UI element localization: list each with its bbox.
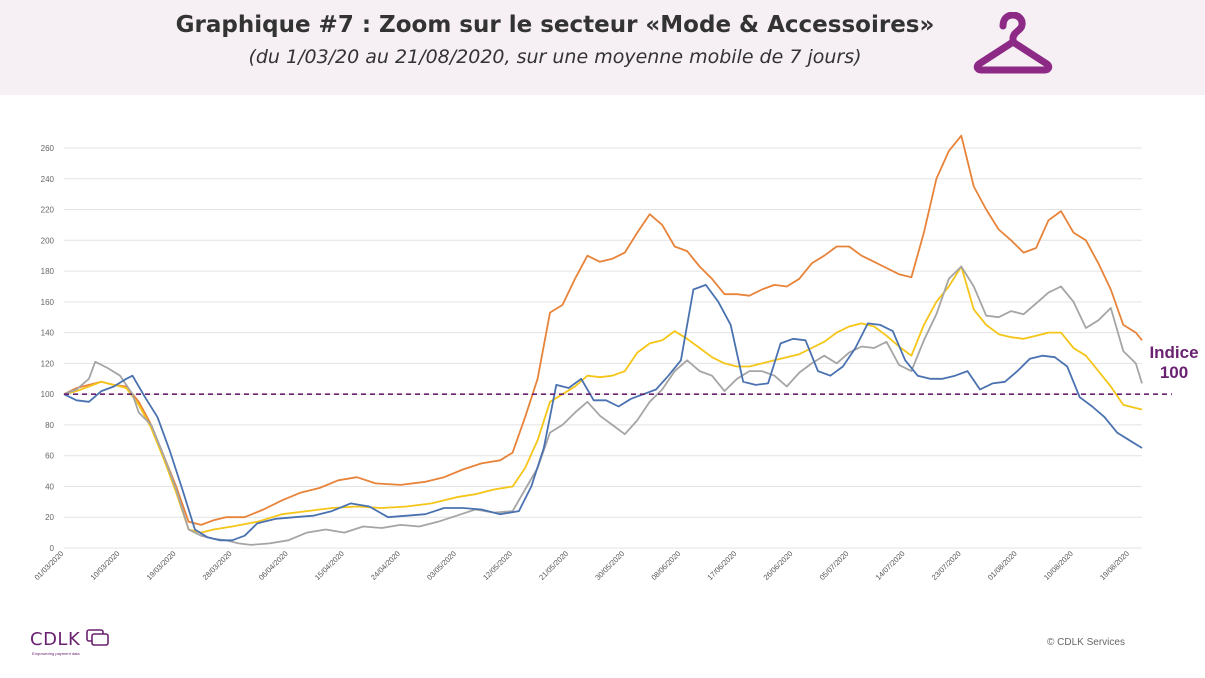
series-line-4 xyxy=(63,283,1143,542)
clothes-hanger-icon xyxy=(973,12,1053,74)
y-tick-label: 180 xyxy=(41,267,55,276)
x-tick-label: 10/08/2020 xyxy=(1042,549,1075,582)
x-tick-label: 24/04/2020 xyxy=(369,549,402,582)
card-logo-icon xyxy=(85,629,109,646)
y-tick-label: 140 xyxy=(41,329,55,338)
x-tick-label: 05/07/2020 xyxy=(818,549,851,582)
logo-tagline: Empowering payment data xyxy=(32,651,80,656)
line-chart: 0 20 40 60 80 100 120 140 160 180 200 220 240 260 01/… xyxy=(33,134,1172,582)
header-banner: Graphique #7 : Zoom sur le secteur «Mode… xyxy=(0,0,1205,95)
reference-annotation-value: 100 xyxy=(1159,363,1189,382)
cdlk-logo: CDLK Empowering payment data xyxy=(30,629,110,656)
page-subtitle: (du 1/03/20 au 21/08/2020, sur une moyen… xyxy=(248,46,862,68)
x-tick-label: 19/08/2020 xyxy=(1098,549,1131,582)
x-tick-label: 23/07/2020 xyxy=(930,549,963,582)
chart-series xyxy=(63,134,1143,546)
series-line-3 xyxy=(63,265,1143,546)
y-tick-label: 240 xyxy=(41,175,55,184)
x-tick-label: 26/06/2020 xyxy=(762,549,795,582)
y-tick-label: 20 xyxy=(45,513,54,522)
page-title: Graphique #7 : Zoom sur le secteur «Mode… xyxy=(175,12,935,38)
copyright-text: © CDLK Services xyxy=(1047,637,1125,648)
chart-gridlines xyxy=(64,147,1142,549)
x-tick-label: 28/03/2020 xyxy=(201,549,234,582)
x-tick-label: 03/05/2020 xyxy=(425,549,458,582)
x-tick-label: 10/03/2020 xyxy=(89,549,122,582)
series-line-1 xyxy=(63,134,1143,526)
x-tick-label: 14/07/2020 xyxy=(874,549,907,582)
x-axis: 01/03/2020 10/03/2020 19/03/2020 28/03/2020… xyxy=(33,549,1131,582)
x-tick-label: 19/03/2020 xyxy=(145,549,178,582)
x-tick-label: 15/04/2020 xyxy=(313,549,346,582)
y-tick-label: 160 xyxy=(41,298,55,307)
x-tick-label: 17/06/2020 xyxy=(705,549,738,582)
y-tick-label: 200 xyxy=(41,236,55,245)
y-axis: 0 20 40 60 80 100 120 140 160 180 200 220 240 260 xyxy=(41,144,55,553)
x-tick-label: 30/05/2020 xyxy=(593,549,626,582)
x-tick-label: 12/05/2020 xyxy=(481,549,514,582)
y-tick-label: 0 xyxy=(50,544,55,553)
reference-annotation-label: Indice xyxy=(1149,343,1199,362)
x-tick-label: 01/03/2020 xyxy=(33,549,66,582)
y-tick-label: 60 xyxy=(45,452,54,461)
x-tick-label: 01/08/2020 xyxy=(986,549,1019,582)
y-tick-label: 260 xyxy=(41,144,55,153)
x-tick-label: 08/06/2020 xyxy=(649,549,682,582)
y-tick-label: 80 xyxy=(45,421,54,430)
y-tick-label: 40 xyxy=(45,482,54,491)
series-line-2 xyxy=(63,265,1143,534)
reference-annotation: Indice 100 xyxy=(1140,343,1205,383)
y-tick-label: 100 xyxy=(41,390,55,399)
x-tick-label: 06/04/2020 xyxy=(257,549,290,582)
logo-text: CDLK xyxy=(30,629,81,650)
x-tick-label: 21/05/2020 xyxy=(537,549,570,582)
y-tick-label: 220 xyxy=(41,206,55,215)
y-tick-label: 120 xyxy=(41,359,55,368)
